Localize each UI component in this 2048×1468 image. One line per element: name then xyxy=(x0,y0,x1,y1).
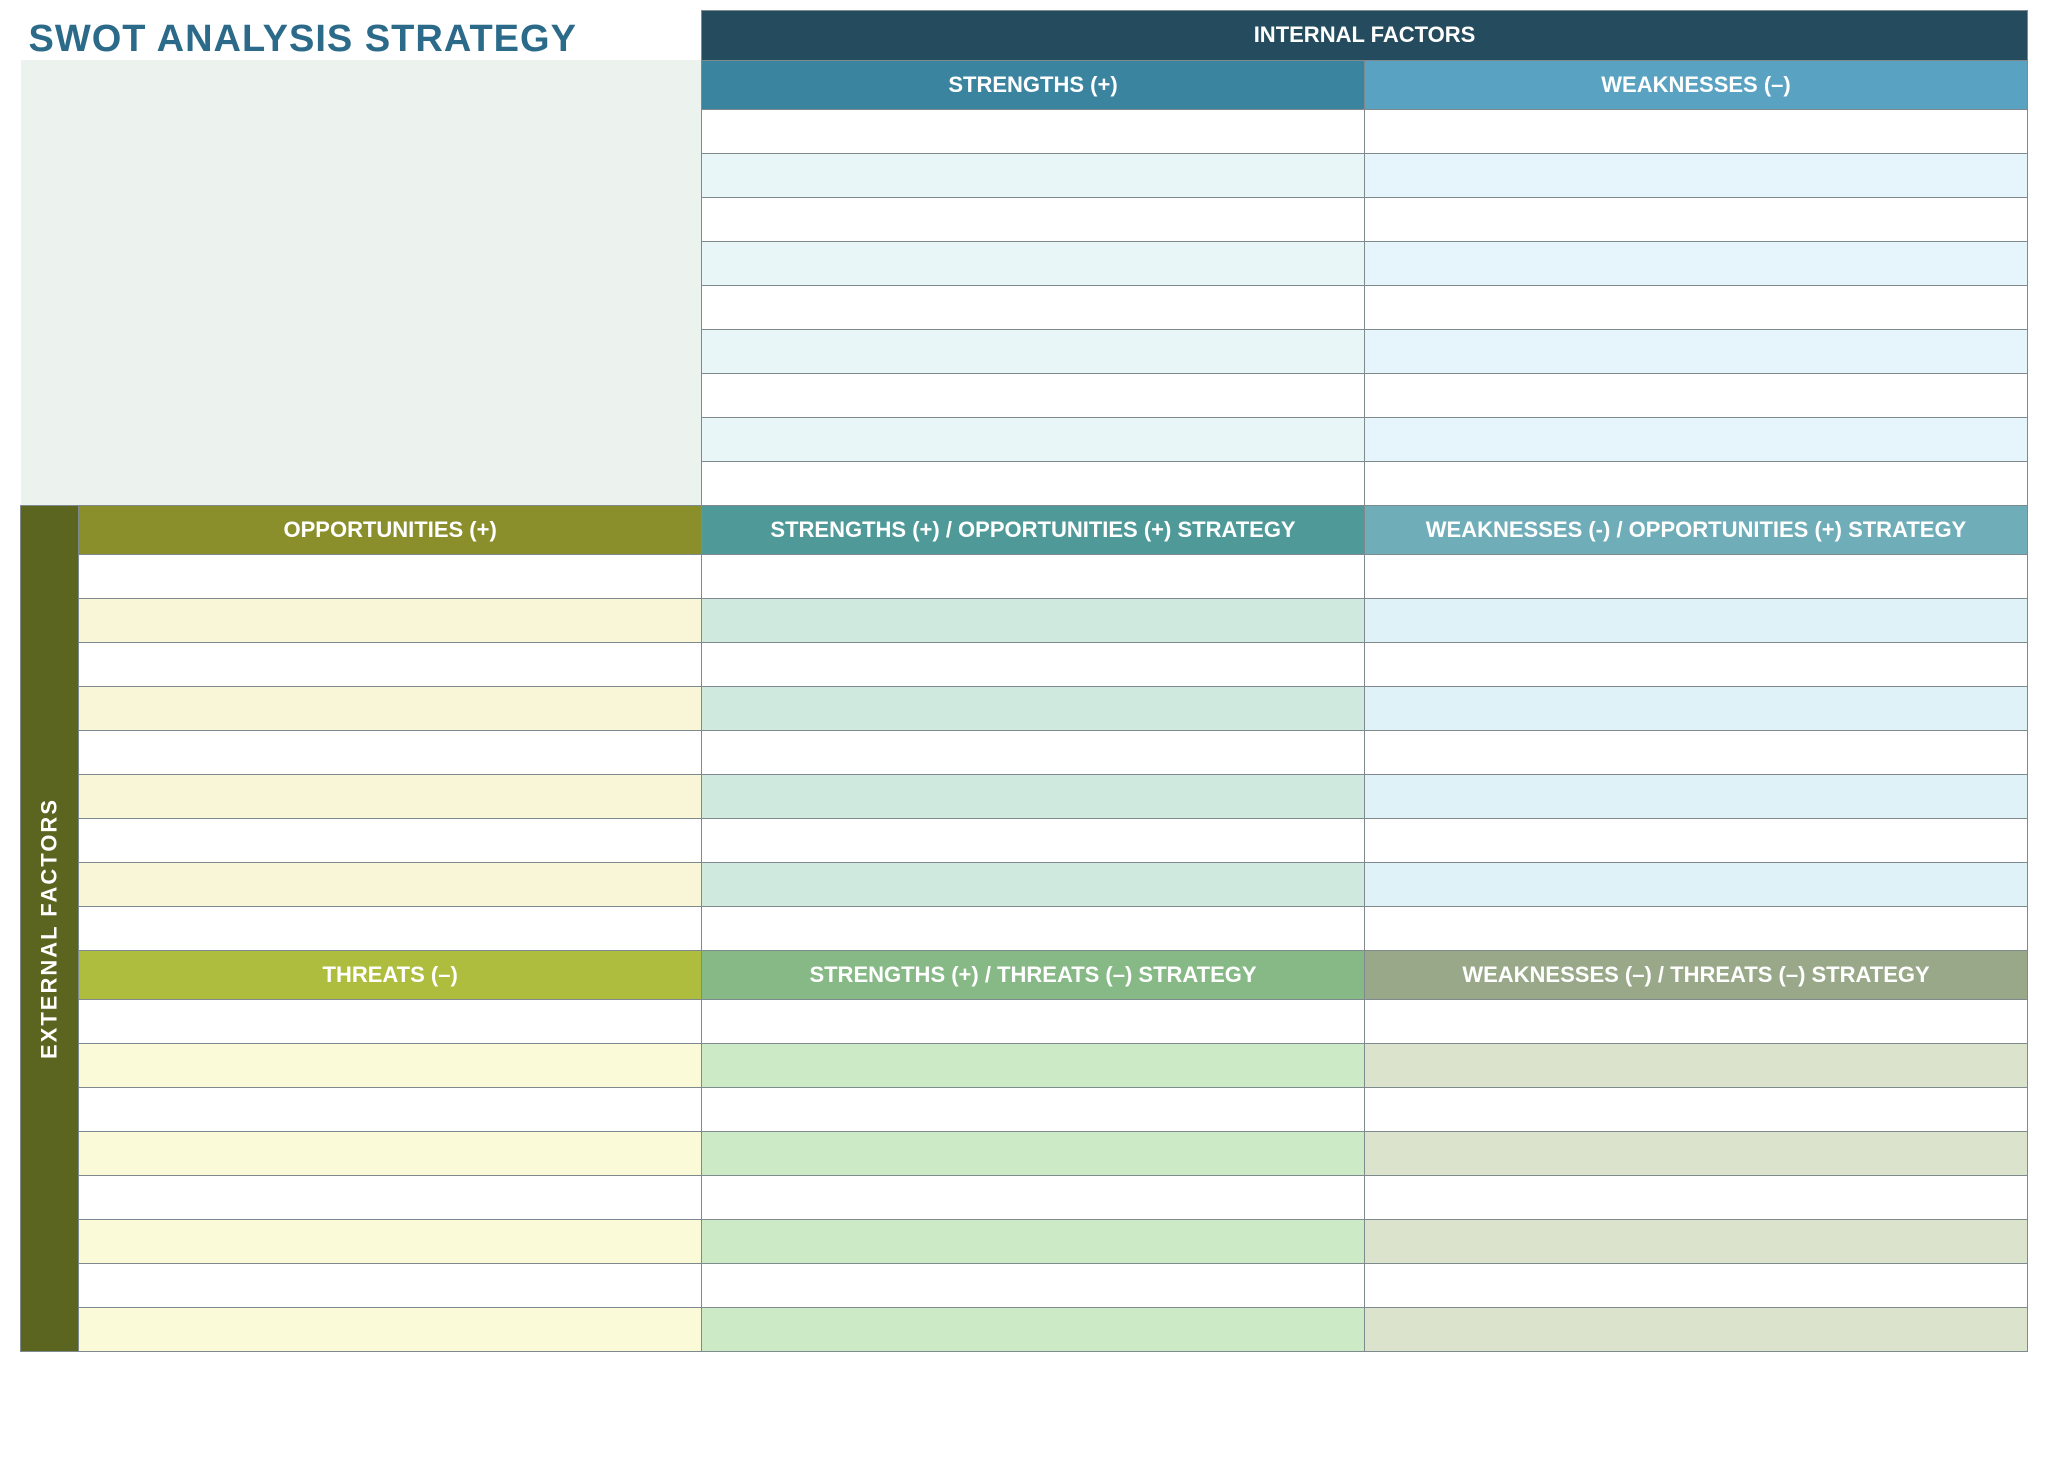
weaknesses-cell[interactable] xyxy=(1365,373,2028,417)
threats-cell[interactable] xyxy=(79,1043,702,1087)
so-strategy-cell[interactable] xyxy=(702,906,1365,950)
weaknesses-cell[interactable] xyxy=(1365,109,2028,153)
so-strategy-cell[interactable] xyxy=(702,642,1365,686)
weaknesses-cell[interactable] xyxy=(1365,417,2028,461)
so-strategy-header: STRENGTHS (+) / OPPORTUNITIES (+) STRATE… xyxy=(702,505,1365,554)
weaknesses-header: WEAKNESSES (–) xyxy=(1365,60,2028,109)
wt-strategy-cell[interactable] xyxy=(1365,1219,2028,1263)
title-background-block xyxy=(21,60,702,505)
strengths-cell[interactable] xyxy=(702,197,1365,241)
weaknesses-cell[interactable] xyxy=(1365,197,2028,241)
wo-strategy-cell[interactable] xyxy=(1365,598,2028,642)
so-strategy-cell[interactable] xyxy=(702,818,1365,862)
threats-cell[interactable] xyxy=(79,1307,702,1351)
wo-strategy-header: WEAKNESSES (-) / OPPORTUNITIES (+) STRAT… xyxy=(1365,505,2028,554)
threats-cell[interactable] xyxy=(79,999,702,1043)
threats-cell[interactable] xyxy=(79,1131,702,1175)
strengths-cell[interactable] xyxy=(702,109,1365,153)
opportunities-cell[interactable] xyxy=(79,906,702,950)
internal-factors-header: INTERNAL FACTORS xyxy=(702,11,2028,61)
strengths-header: STRENGTHS (+) xyxy=(702,60,1365,109)
threats-header: THREATS (–) xyxy=(79,950,702,999)
st-strategy-header: STRENGTHS (+) / THREATS (–) STRATEGY xyxy=(702,950,1365,999)
wo-strategy-cell[interactable] xyxy=(1365,642,2028,686)
opportunities-cell[interactable] xyxy=(79,730,702,774)
weaknesses-cell[interactable] xyxy=(1365,153,2028,197)
weaknesses-cell[interactable] xyxy=(1365,241,2028,285)
strengths-cell[interactable] xyxy=(702,329,1365,373)
external-factors-label: EXTERNAL FACTORS xyxy=(21,506,78,1351)
wt-strategy-cell[interactable] xyxy=(1365,1263,2028,1307)
opportunities-cell[interactable] xyxy=(79,862,702,906)
strengths-cell[interactable] xyxy=(702,461,1365,505)
opportunities-cell[interactable] xyxy=(79,818,702,862)
strengths-cell[interactable] xyxy=(702,417,1365,461)
so-strategy-cell[interactable] xyxy=(702,862,1365,906)
opportunities-cell[interactable] xyxy=(79,774,702,818)
wo-strategy-cell[interactable] xyxy=(1365,686,2028,730)
wt-strategy-cell[interactable] xyxy=(1365,999,2028,1043)
wt-strategy-cell[interactable] xyxy=(1365,1307,2028,1351)
wt-strategy-cell[interactable] xyxy=(1365,1131,2028,1175)
opportunities-header: OPPORTUNITIES (+) xyxy=(79,505,702,554)
strengths-cell[interactable] xyxy=(702,153,1365,197)
strengths-cell[interactable] xyxy=(702,373,1365,417)
st-strategy-cell[interactable] xyxy=(702,1043,1365,1087)
so-strategy-cell[interactable] xyxy=(702,554,1365,598)
opportunities-cell[interactable] xyxy=(79,642,702,686)
opportunities-cell[interactable] xyxy=(79,598,702,642)
wt-strategy-cell[interactable] xyxy=(1365,1087,2028,1131)
weaknesses-cell[interactable] xyxy=(1365,329,2028,373)
st-strategy-cell[interactable] xyxy=(702,1175,1365,1219)
wt-strategy-cell[interactable] xyxy=(1365,1175,2028,1219)
so-strategy-cell[interactable] xyxy=(702,598,1365,642)
wt-strategy-cell[interactable] xyxy=(1365,1043,2028,1087)
st-strategy-cell[interactable] xyxy=(702,1263,1365,1307)
so-strategy-cell[interactable] xyxy=(702,774,1365,818)
st-strategy-cell[interactable] xyxy=(702,1131,1365,1175)
wo-strategy-cell[interactable] xyxy=(1365,862,2028,906)
weaknesses-cell[interactable] xyxy=(1365,461,2028,505)
wo-strategy-cell[interactable] xyxy=(1365,774,2028,818)
st-strategy-cell[interactable] xyxy=(702,1219,1365,1263)
threats-cell[interactable] xyxy=(79,1087,702,1131)
swot-grid: SWOT ANALYSIS STRATEGYINTERNAL FACTORSST… xyxy=(20,10,2028,1352)
strengths-cell[interactable] xyxy=(702,285,1365,329)
st-strategy-cell[interactable] xyxy=(702,999,1365,1043)
st-strategy-cell[interactable] xyxy=(702,1307,1365,1351)
page-title: SWOT ANALYSIS STRATEGY xyxy=(21,11,702,61)
wo-strategy-cell[interactable] xyxy=(1365,906,2028,950)
opportunities-cell[interactable] xyxy=(79,686,702,730)
wt-strategy-header: WEAKNESSES (–) / THREATS (–) STRATEGY xyxy=(1365,950,2028,999)
external-factors-sidebar: EXTERNAL FACTORS xyxy=(21,505,79,1351)
title-area: SWOT ANALYSIS STRATEGY xyxy=(21,11,702,61)
strengths-cell[interactable] xyxy=(702,241,1365,285)
wo-strategy-cell[interactable] xyxy=(1365,730,2028,774)
opportunities-cell[interactable] xyxy=(79,554,702,598)
wo-strategy-cell[interactable] xyxy=(1365,554,2028,598)
st-strategy-cell[interactable] xyxy=(702,1087,1365,1131)
threats-cell[interactable] xyxy=(79,1219,702,1263)
threats-cell[interactable] xyxy=(79,1175,702,1219)
threats-cell[interactable] xyxy=(79,1263,702,1307)
so-strategy-cell[interactable] xyxy=(702,686,1365,730)
wo-strategy-cell[interactable] xyxy=(1365,818,2028,862)
weaknesses-cell[interactable] xyxy=(1365,285,2028,329)
so-strategy-cell[interactable] xyxy=(702,730,1365,774)
